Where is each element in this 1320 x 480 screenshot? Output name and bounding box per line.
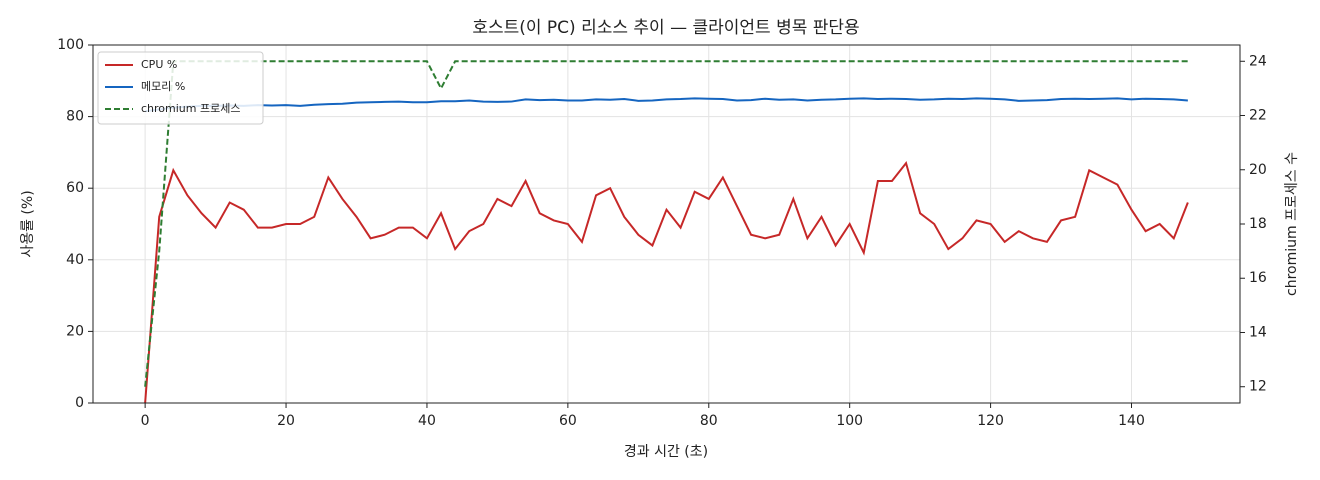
legend-label: 메모리 % — [141, 80, 185, 93]
x-tick-label: 140 — [1118, 413, 1145, 429]
chart-title: 호스트(이 PC) 리소스 추이 — 클라이언트 병목 판단용 — [472, 18, 859, 38]
y-tick-label: 80 — [66, 109, 84, 125]
series-line — [145, 97, 1188, 113]
x-tick-label: 80 — [700, 413, 718, 429]
y2-tick-label: 22 — [1249, 108, 1267, 124]
y-tick-label: 40 — [66, 252, 84, 268]
y-tick-label: 60 — [66, 180, 84, 196]
y2-tick-label: 16 — [1249, 270, 1267, 286]
y2-tick-label: 24 — [1249, 53, 1267, 69]
y2-axis-label: chromium 프로세스 수 — [1284, 152, 1300, 296]
x-axis-label: 경과 시간 (초) — [624, 444, 708, 460]
y2-tick-label: 12 — [1249, 379, 1267, 395]
series-line — [144, 160, 1189, 404]
legend-label: CPU % — [141, 58, 177, 71]
legend-box — [97, 51, 264, 125]
x-tick-label: 120 — [977, 413, 1004, 429]
y-tick-label: 100 — [57, 37, 84, 53]
y2-tick-label: 18 — [1249, 216, 1267, 232]
legend-label: chromium 프로세스 — [141, 102, 240, 115]
x-tick-label: 20 — [277, 413, 295, 429]
x-tick-label: 0 — [141, 413, 150, 429]
y-tick-label: 0 — [75, 395, 84, 411]
series-line — [144, 60, 1188, 387]
y-axis-label: 사용률 (%) — [20, 190, 36, 257]
y2-tick-label: 20 — [1249, 162, 1267, 178]
x-tick-label: 100 — [836, 413, 863, 429]
plot-frame — [92, 44, 1241, 404]
y2-tick-label: 14 — [1249, 324, 1267, 340]
y-tick-label: 20 — [66, 323, 84, 339]
x-tick-label: 60 — [559, 413, 577, 429]
x-tick-label: 40 — [418, 413, 436, 429]
